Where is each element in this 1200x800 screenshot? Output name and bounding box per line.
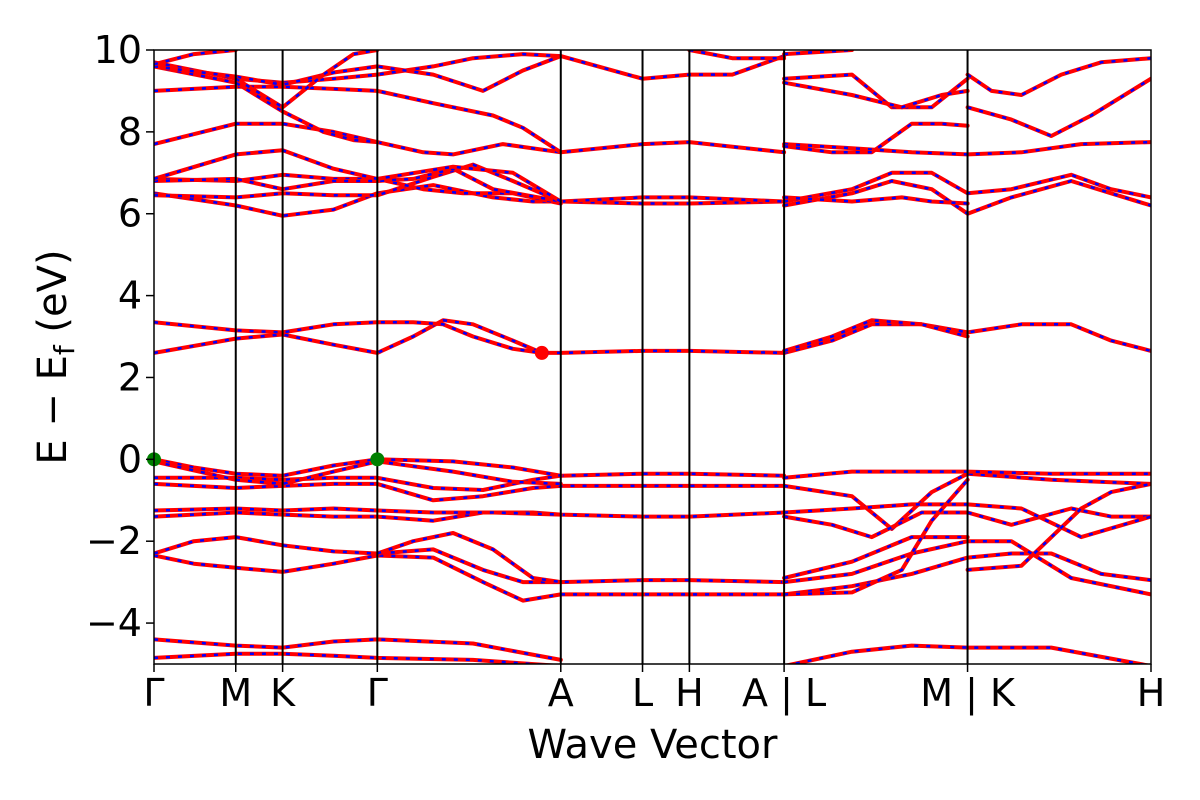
band-line-overlay-47 [689, 50, 785, 60]
band-markers [147, 345, 549, 467]
x-tick-label-1: M [219, 671, 252, 715]
band-line-30 [154, 148, 563, 204]
band-line-overlay-8 [154, 482, 785, 502]
band-line-20 [965, 481, 1151, 572]
band-line-overlay-23 [783, 323, 1151, 355]
x-tick-label-6: H [675, 671, 704, 715]
x-tick-label-3: Γ [367, 671, 388, 715]
band-line-overlay-41 [235, 50, 378, 109]
band-marker-1 [370, 452, 385, 467]
band-line-13 [782, 469, 1151, 480]
y-axis-label-unit: (eV) [30, 249, 76, 345]
x-tick-label-9: H [1137, 671, 1166, 715]
band-line-overlay-6 [154, 511, 785, 522]
band-line-overlay-27 [154, 173, 562, 205]
band-line-overlay-38 [154, 65, 378, 144]
band-line-overlay-29 [154, 122, 785, 156]
band-line-overlay-35 [783, 122, 968, 154]
band-marker-2 [534, 345, 549, 360]
band-line-12 [782, 471, 1151, 531]
y-tick-label-2: 0 [118, 437, 142, 481]
band-line-overlay-36 [967, 77, 1151, 138]
y-tick-label-0: −4 [86, 601, 142, 645]
band-line-overlay-17 [783, 539, 1151, 596]
band-line-overlay-11 [154, 460, 561, 486]
y-axis-label-main: E − E [30, 355, 76, 465]
y-tick-label-7: 10 [94, 28, 142, 72]
band-line-33 [782, 195, 970, 206]
y-tick-label-5: 6 [118, 192, 142, 236]
x-tick-label-7: A | L [742, 671, 826, 716]
band-line-18 [782, 535, 970, 580]
y-tick-label-1: −2 [86, 519, 142, 563]
band-line-overlay-24 [783, 318, 968, 353]
band-line-35 [782, 121, 970, 155]
y-axis-label-sub: f [48, 344, 81, 355]
x-tick-label-4: A [548, 671, 574, 715]
band-line-overlay-25 [154, 183, 785, 218]
x-tick-label-2: K [270, 671, 296, 715]
band-line-7 [154, 506, 563, 517]
band-line-overlay-28 [154, 167, 562, 203]
band-line-overlay-1 [154, 638, 562, 662]
band-line-overlay-44 [783, 81, 968, 109]
x-tick-label-8: M | K [920, 671, 1016, 716]
band-line-43 [782, 72, 970, 110]
band-line-5 [375, 531, 563, 585]
band-line-overlay-40 [154, 54, 562, 93]
y-tick-label-3: 2 [118, 355, 142, 399]
band-line-overlay-9 [154, 472, 785, 492]
band-line-overlay-2 [787, 644, 1148, 664]
x-tick-label-5: L [632, 671, 653, 715]
y-tick-label-4: 4 [118, 274, 142, 318]
band-line-45 [965, 56, 1151, 97]
kpoint-lines [234, 50, 969, 664]
band-line-overlay-45 [966, 56, 1151, 97]
y-axis-label: E − Ef (eV) [30, 249, 81, 464]
y-tick-label-6: 8 [118, 110, 142, 154]
x-tick-label-0: Γ [143, 671, 164, 715]
x-axis-label: Wave Vector [528, 722, 779, 768]
band-line-overlay-10 [154, 458, 562, 477]
band-line-16 [782, 551, 1151, 597]
band-line-overlay-37 [154, 85, 562, 154]
band-line-overlay-42 [154, 50, 236, 66]
band-line-overlay-21 [154, 318, 785, 355]
plot-frame [153, 49, 1152, 665]
y-axis: −4 −2 0 2 4 6 8 10 [86, 28, 154, 645]
band-line-overlay-19 [784, 478, 969, 596]
band-lines [154, 50, 1151, 664]
band-line-overlay-22 [154, 320, 542, 355]
band-line-overlay-14 [783, 507, 1151, 539]
band-line-36 [965, 76, 1151, 138]
